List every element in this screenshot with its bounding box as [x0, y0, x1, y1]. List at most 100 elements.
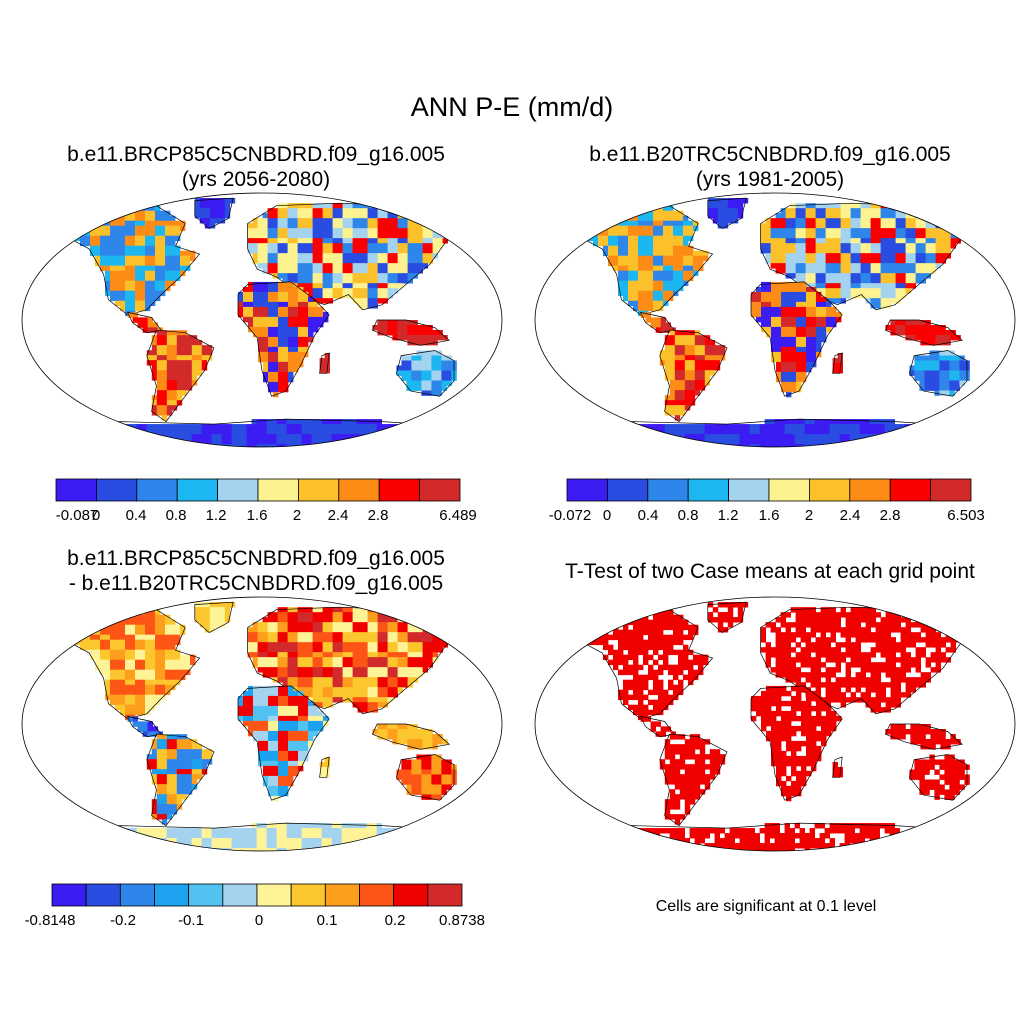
map-cell: [165, 629, 171, 636]
map-cell: [608, 250, 614, 257]
map-cell: [161, 390, 168, 396]
map-cell: [175, 659, 181, 666]
map-cell: [297, 647, 303, 653]
map-cell: [930, 228, 936, 234]
map-cell: [704, 424, 710, 430]
map-cell: [402, 278, 408, 284]
map-cell: [865, 298, 871, 304]
map-cell: [427, 248, 433, 254]
map-cell: [608, 255, 614, 262]
map-cell: [357, 223, 363, 229]
map-cell: [377, 283, 383, 289]
map-cell: [412, 258, 418, 264]
map-cell: [248, 291, 254, 298]
map-cell: [151, 350, 158, 356]
map-cell: [402, 238, 408, 244]
map-cell: [815, 228, 821, 234]
map-cell: [417, 258, 423, 264]
map-cell: [402, 320, 408, 326]
map-cell: [712, 198, 719, 204]
map-cell: [939, 434, 945, 440]
map-cell: [623, 290, 629, 297]
map-cell: [377, 278, 383, 284]
map-cell: [150, 235, 156, 242]
map-cell: [165, 280, 171, 287]
map-cell: [105, 649, 111, 656]
map-cell: [337, 268, 343, 274]
map-cell: [674, 395, 681, 401]
map-cell: [110, 265, 116, 272]
map-cell: [683, 215, 689, 222]
map-cell: [322, 642, 328, 648]
map-cell: [105, 245, 111, 252]
map-cell: [771, 346, 777, 353]
map-cell: [46, 429, 52, 435]
map-cell: [150, 280, 156, 287]
map-cell: [206, 749, 213, 755]
map-cell: [362, 223, 368, 229]
map-cell: [125, 260, 131, 267]
map-cell: [909, 439, 915, 445]
map-cell: [791, 281, 797, 288]
map-cell: [834, 424, 840, 430]
map-cell: [427, 627, 433, 633]
map-cell: [688, 265, 694, 272]
map-cell: [160, 225, 166, 232]
map-cell: [919, 360, 925, 366]
map-cell: [945, 248, 951, 254]
map-cell: [795, 223, 801, 229]
map-cell: [786, 336, 792, 343]
map-cell: [770, 228, 776, 234]
map-cell: [628, 255, 634, 262]
map-cell: [879, 434, 885, 440]
map-cell: [729, 424, 735, 430]
map-cell: [791, 341, 797, 348]
map-cell: [171, 799, 178, 805]
map-cell: [564, 429, 570, 435]
map-cell: [267, 263, 273, 269]
map-cell: [80, 624, 86, 631]
map-cell: [262, 248, 268, 254]
map-cell: [145, 689, 151, 696]
map-cell: [754, 429, 760, 435]
map-cell: [845, 293, 851, 299]
map-cell: [115, 679, 121, 686]
map-cell: [283, 321, 289, 328]
map-cell: [431, 434, 437, 440]
map-cell: [604, 429, 610, 435]
map-cell: [427, 632, 433, 638]
map-cell: [155, 215, 161, 222]
map-cell: [272, 637, 278, 643]
map-cell: [427, 335, 433, 341]
map-cell: [396, 370, 402, 376]
map-cell: [407, 325, 413, 331]
map-cell: [889, 424, 895, 430]
map-cell: [100, 614, 106, 621]
map-cell: [431, 370, 437, 376]
map-cell: [392, 330, 398, 336]
map-cell: [283, 316, 289, 323]
map-cell: [810, 223, 816, 229]
map-cell: [442, 617, 448, 623]
map-cell: [307, 208, 313, 214]
map-cell: [643, 230, 649, 237]
map-cell: [185, 260, 191, 267]
map-cell: [105, 694, 111, 701]
map-cell: [110, 659, 116, 666]
map-cell: [377, 622, 383, 628]
map-cell: [352, 612, 358, 618]
map-cell: [204, 213, 211, 219]
map-cell: [382, 637, 388, 643]
map-cell: [120, 305, 126, 312]
map-cell: [337, 642, 343, 648]
map-cell: [905, 228, 911, 234]
map-cell: [191, 779, 198, 785]
map-cell: [382, 607, 388, 613]
map-cell: [194, 617, 201, 623]
map-cell: [332, 617, 338, 623]
map-cell: [795, 273, 801, 279]
map-cell: [382, 218, 388, 224]
map-cell: [784, 419, 790, 425]
map-cell: [939, 429, 945, 435]
map-cell: [850, 223, 856, 229]
